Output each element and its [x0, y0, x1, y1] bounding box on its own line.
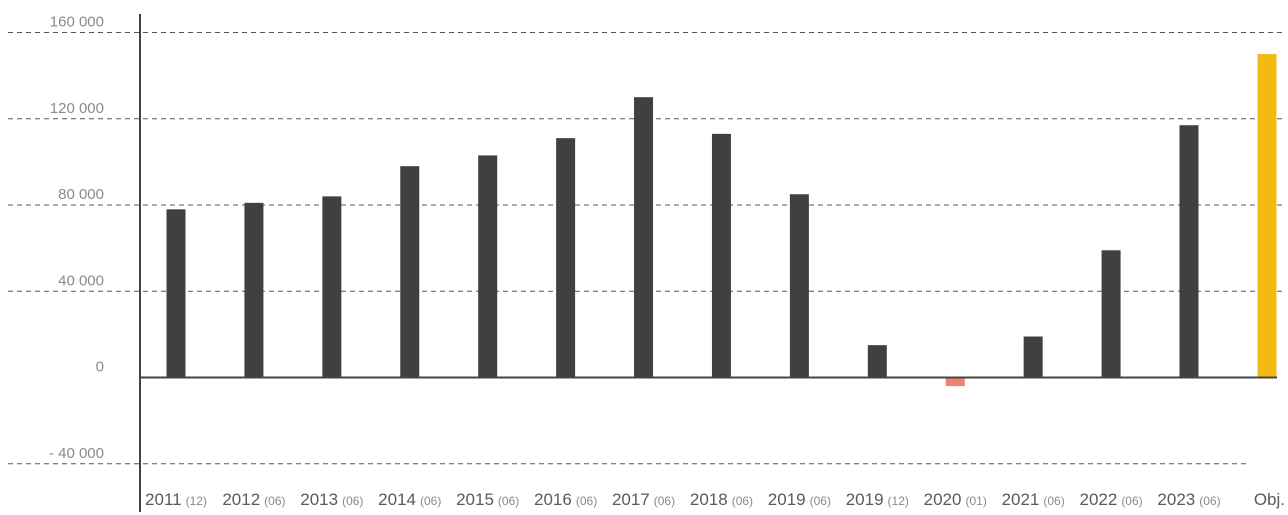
- bar: [322, 196, 342, 378]
- bar: [1257, 54, 1277, 378]
- x-tick-suffix: (06): [576, 494, 597, 508]
- x-tick-year: 2014: [378, 490, 416, 509]
- x-tick-label: 2014 (06): [378, 490, 441, 509]
- bar: [556, 138, 576, 378]
- axes: [139, 14, 1277, 512]
- x-tick-label: 2018 (06): [690, 490, 753, 509]
- x-tick-year: 2018: [690, 490, 728, 509]
- x-tick-suffix: (06): [420, 494, 441, 508]
- x-tick-year: 2016: [534, 490, 572, 509]
- bars: [166, 54, 1277, 387]
- x-tick-label: 2017 (06): [612, 490, 675, 509]
- bar: [867, 345, 887, 378]
- x-tick-suffix: (06): [654, 494, 675, 508]
- x-tick-label: 2015 (06): [456, 490, 519, 509]
- x-tick-year: 2017: [612, 490, 650, 509]
- bar: [634, 97, 654, 378]
- gridlines: [8, 32, 1282, 465]
- x-tick-label: 2021 (06): [1002, 490, 1065, 509]
- x-tick-label: 2019 (06): [768, 490, 831, 509]
- bar: [711, 133, 731, 378]
- bar: [400, 166, 420, 378]
- bar: [945, 377, 965, 387]
- y-tick-label: 0: [96, 359, 104, 376]
- bar: [789, 194, 809, 378]
- x-tick-label: 2022 (06): [1079, 490, 1142, 509]
- x-tick-year: 2020: [924, 490, 962, 509]
- x-tick-suffix: (06): [1043, 494, 1064, 508]
- x-tick-suffix: (01): [965, 494, 986, 508]
- x-tick-year: 2021: [1002, 490, 1040, 509]
- bar: [166, 209, 186, 378]
- x-tick-label: 2016 (06): [534, 490, 597, 509]
- x-tick-label: 2011 (12): [145, 490, 207, 509]
- x-tick-year: 2015: [456, 490, 494, 509]
- bar: [1179, 125, 1199, 378]
- x-tick-labels: 2011 (12) 2012 (06) 2013 (06) 2014 (06) 2015 (06)…: [145, 490, 1285, 509]
- x-tick-label: 2013 (06): [300, 490, 363, 509]
- x-tick-suffix: (12): [186, 494, 207, 508]
- x-tick-year: 2011: [145, 490, 182, 509]
- x-tick-suffix: (06): [264, 494, 285, 508]
- x-tick-suffix: (06): [1199, 494, 1220, 508]
- y-tick-label: - 40 000: [49, 445, 104, 462]
- x-tick-year: Obj.: [1254, 490, 1285, 509]
- y-tick-label: 160 000: [50, 14, 104, 31]
- y-tick-label: 120 000: [50, 100, 104, 117]
- y-tick-labels: 160 000 120 000 80 000 40 000 0 - 40 000: [49, 14, 104, 462]
- x-tick-label: 2023 (06): [1157, 490, 1220, 509]
- x-tick-label: Obj.: [1254, 490, 1285, 509]
- x-tick-label: 2012 (06): [222, 490, 285, 509]
- x-tick-year: 2012: [222, 490, 260, 509]
- x-tick-year: 2023: [1157, 490, 1195, 509]
- y-tick-label: 80 000: [58, 186, 104, 203]
- x-tick-suffix: (06): [732, 494, 753, 508]
- x-tick-year: 2022: [1079, 490, 1117, 509]
- x-tick-suffix: (06): [498, 494, 519, 508]
- x-tick-suffix: (12): [888, 494, 909, 508]
- y-tick-label: 40 000: [58, 272, 104, 289]
- x-tick-suffix: (06): [342, 494, 363, 508]
- x-tick-suffix: (06): [810, 494, 831, 508]
- x-tick-suffix: (06): [1121, 494, 1142, 508]
- x-tick-year: 2013: [300, 490, 338, 509]
- bar: [244, 202, 264, 378]
- x-tick-label: 2019 (12): [846, 490, 909, 509]
- x-tick-label: 2020 (01): [924, 490, 987, 509]
- bar: [1101, 250, 1121, 378]
- bar: [478, 155, 498, 378]
- bar: [1023, 336, 1043, 378]
- x-tick-year: 2019: [846, 490, 884, 509]
- x-tick-year: 2019: [768, 490, 806, 509]
